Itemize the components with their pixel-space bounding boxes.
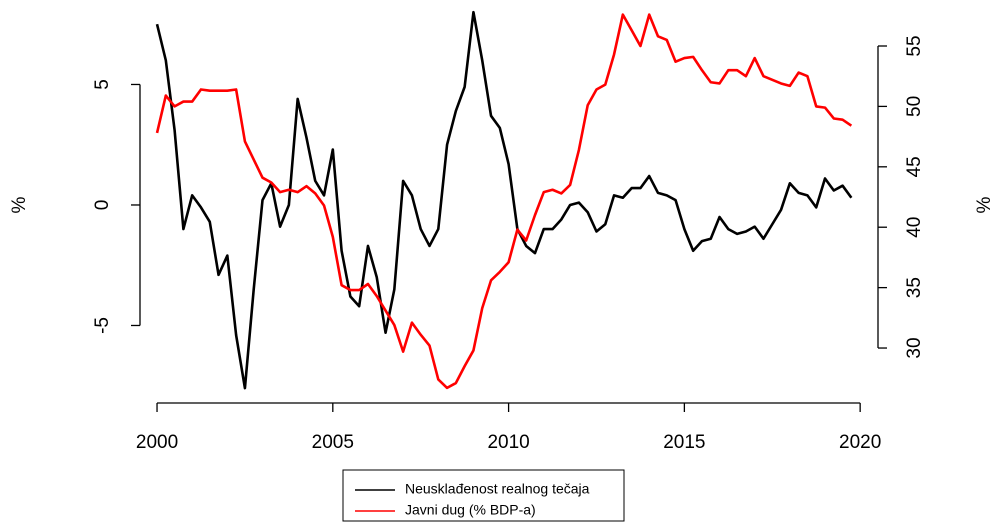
- x-tick-label: 2020: [839, 432, 881, 453]
- y2-tick-label: 55: [904, 35, 925, 56]
- y2-tick-label: 50: [904, 96, 925, 117]
- x-tick-label: 2010: [487, 432, 529, 453]
- y2-tick-label: 35: [904, 277, 925, 298]
- y-tick-label: 5: [92, 79, 113, 90]
- legend-label: Neusklađenost realnog tečaja: [405, 481, 590, 497]
- legend-label: Javni dug (% BDP-a): [405, 502, 536, 518]
- y2-tick-label: 40: [904, 217, 925, 238]
- x-tick-label: 2005: [312, 432, 354, 453]
- series-line: [155, 13, 853, 390]
- y-tick-label: -5: [92, 317, 113, 334]
- y2-axis-label: %: [974, 196, 995, 213]
- x-tick-label: 2015: [663, 432, 705, 453]
- y2-tick-label: 30: [904, 337, 925, 358]
- y-axis-label: %: [9, 196, 30, 213]
- series-line: [155, 10, 853, 390]
- y2-tick-label: 45: [904, 156, 925, 177]
- legend-box: [342, 469, 625, 522]
- x-tick-label: 2000: [136, 432, 178, 453]
- y-tick-label: 0: [92, 200, 113, 211]
